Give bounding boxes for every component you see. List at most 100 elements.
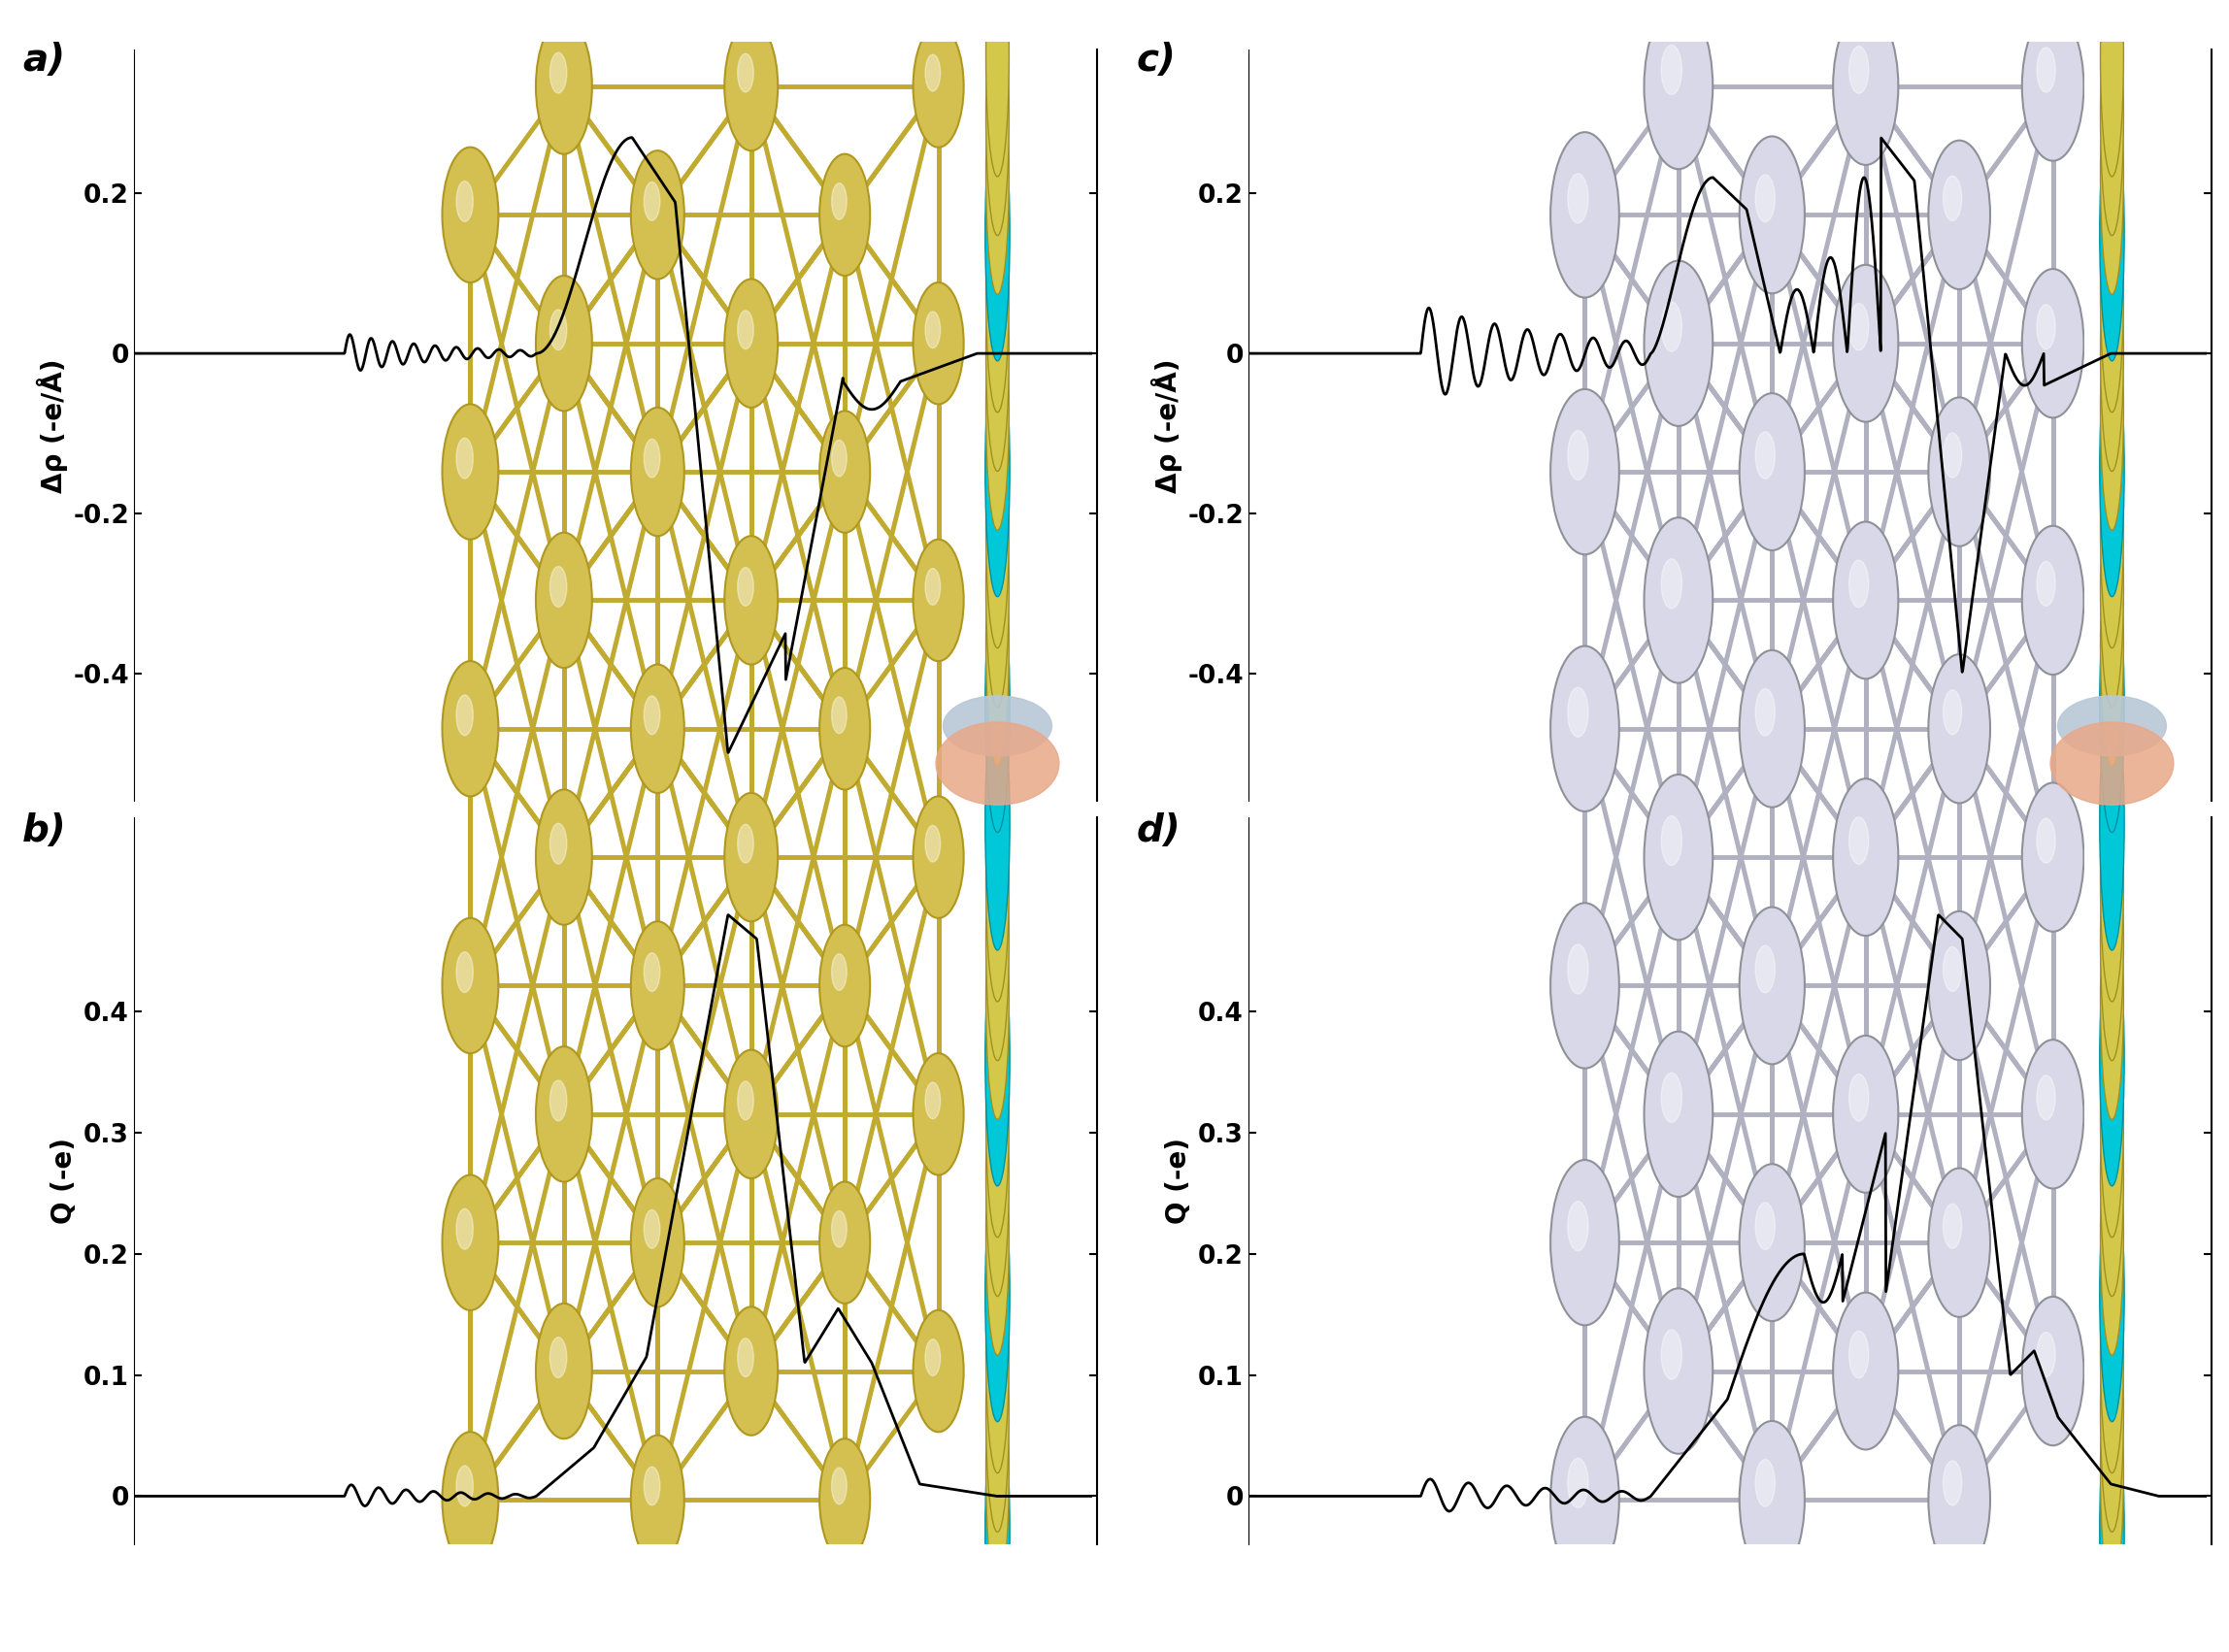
- Circle shape: [2037, 818, 2055, 862]
- Circle shape: [644, 695, 660, 735]
- Circle shape: [535, 790, 593, 925]
- Circle shape: [2100, 340, 2124, 596]
- Circle shape: [457, 695, 473, 735]
- Circle shape: [551, 567, 566, 606]
- Circle shape: [1567, 945, 1589, 995]
- Circle shape: [457, 952, 473, 993]
- Circle shape: [1928, 1168, 1990, 1317]
- Circle shape: [724, 793, 778, 922]
- Circle shape: [1850, 560, 1868, 608]
- Circle shape: [1661, 45, 1683, 94]
- Circle shape: [985, 1232, 1010, 1474]
- Circle shape: [2100, 0, 2124, 177]
- Circle shape: [457, 1209, 473, 1249]
- Circle shape: [831, 183, 847, 220]
- Circle shape: [2100, 525, 2124, 767]
- Circle shape: [925, 1082, 941, 1118]
- Circle shape: [914, 539, 963, 661]
- Circle shape: [738, 567, 753, 606]
- Circle shape: [2022, 1297, 2084, 1446]
- Circle shape: [1944, 1460, 1962, 1505]
- Circle shape: [1739, 907, 1805, 1064]
- Circle shape: [1661, 816, 1683, 866]
- Circle shape: [914, 1310, 963, 1432]
- Circle shape: [2100, 1166, 2124, 1422]
- Circle shape: [831, 953, 847, 991]
- Circle shape: [1756, 945, 1774, 993]
- Circle shape: [724, 1307, 778, 1436]
- Circle shape: [1567, 687, 1589, 737]
- Circle shape: [457, 182, 473, 221]
- Circle shape: [738, 1082, 753, 1120]
- Circle shape: [2037, 304, 2055, 349]
- Circle shape: [1756, 1459, 1774, 1507]
- Circle shape: [2100, 1292, 2124, 1531]
- Circle shape: [2037, 562, 2055, 606]
- Circle shape: [985, 106, 1010, 360]
- Circle shape: [1850, 1074, 1868, 1122]
- Circle shape: [1551, 1417, 1618, 1583]
- Circle shape: [1832, 778, 1899, 935]
- Circle shape: [820, 154, 869, 276]
- Circle shape: [985, 0, 1010, 177]
- Circle shape: [2022, 1039, 2084, 1188]
- Y-axis label: Q (-e): Q (-e): [51, 1138, 78, 1224]
- Circle shape: [2100, 408, 2124, 648]
- Circle shape: [1756, 175, 1774, 221]
- Circle shape: [1645, 1289, 1712, 1454]
- Circle shape: [644, 1467, 660, 1505]
- Circle shape: [820, 925, 869, 1047]
- Circle shape: [925, 568, 941, 605]
- Circle shape: [631, 664, 684, 793]
- Circle shape: [1850, 818, 1868, 864]
- Circle shape: [985, 577, 1010, 833]
- Circle shape: [1661, 1072, 1683, 1122]
- Circle shape: [985, 1350, 1010, 1591]
- Circle shape: [914, 282, 963, 405]
- Circle shape: [831, 1467, 847, 1505]
- Circle shape: [644, 439, 660, 477]
- Circle shape: [1944, 177, 1962, 221]
- Circle shape: [2100, 466, 2124, 707]
- Circle shape: [985, 1056, 1010, 1297]
- Circle shape: [535, 18, 593, 154]
- Circle shape: [985, 1115, 1010, 1355]
- Circle shape: [985, 1166, 1010, 1422]
- Circle shape: [441, 919, 499, 1054]
- Circle shape: [1832, 8, 1899, 165]
- Circle shape: [2100, 0, 2124, 236]
- Circle shape: [914, 25, 963, 147]
- Circle shape: [2100, 1056, 2124, 1297]
- Ellipse shape: [943, 695, 1052, 757]
- Circle shape: [724, 1051, 778, 1178]
- Circle shape: [2100, 930, 2124, 1186]
- Circle shape: [985, 879, 1010, 1120]
- Circle shape: [1567, 1201, 1589, 1251]
- Circle shape: [1567, 431, 1589, 481]
- Y-axis label: Δρ (-e/Å): Δρ (-e/Å): [36, 358, 67, 492]
- Circle shape: [441, 1175, 499, 1310]
- Circle shape: [551, 309, 566, 350]
- Circle shape: [2100, 55, 2124, 294]
- Ellipse shape: [2057, 695, 2167, 757]
- Circle shape: [985, 0, 1010, 236]
- Circle shape: [1928, 1426, 1990, 1574]
- Text: b): b): [22, 813, 67, 849]
- Circle shape: [2022, 525, 2084, 674]
- Circle shape: [1661, 1330, 1683, 1379]
- Circle shape: [925, 312, 941, 349]
- Circle shape: [535, 532, 593, 667]
- Circle shape: [1928, 140, 1990, 289]
- Circle shape: [1756, 431, 1774, 479]
- Circle shape: [1832, 1292, 1899, 1449]
- Circle shape: [644, 953, 660, 991]
- Circle shape: [2100, 1403, 2124, 1652]
- Circle shape: [985, 172, 1010, 413]
- Circle shape: [551, 53, 566, 93]
- Circle shape: [2037, 1332, 2055, 1376]
- Circle shape: [2100, 879, 2124, 1120]
- Circle shape: [1645, 1031, 1712, 1196]
- Circle shape: [441, 405, 499, 540]
- Circle shape: [551, 823, 566, 864]
- Circle shape: [1567, 173, 1589, 223]
